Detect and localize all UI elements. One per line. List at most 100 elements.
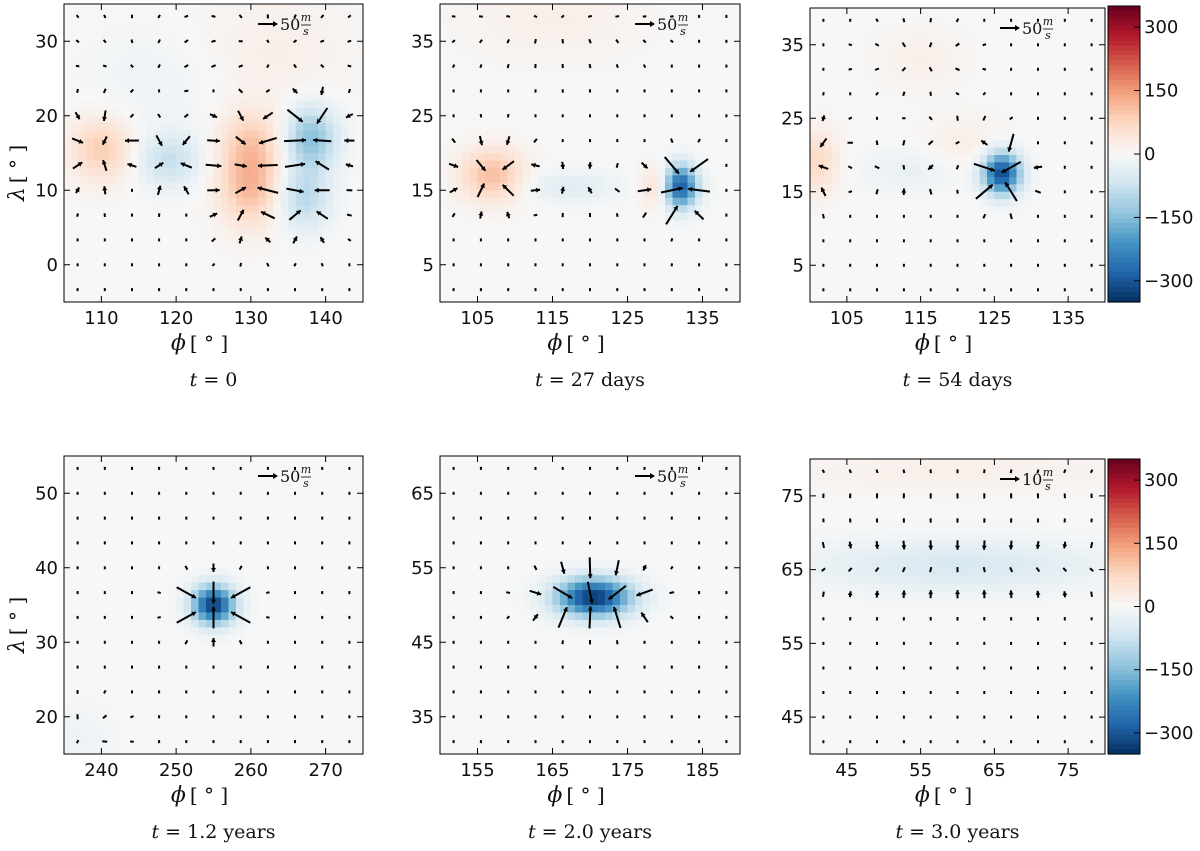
heatmap-cell	[635, 160, 644, 169]
heatmap-cell	[355, 4, 364, 13]
heatmap-cell	[732, 26, 741, 35]
heatmap-cell	[108, 108, 117, 117]
heatmap-cell	[355, 175, 364, 184]
heatmap-cell	[101, 100, 110, 109]
heatmap-cell	[440, 138, 449, 147]
heatmap-cell	[295, 272, 304, 281]
heatmap-cell	[485, 41, 494, 50]
heatmap-cell	[153, 249, 162, 258]
heatmap-cell	[612, 71, 621, 80]
heatmap-cell	[477, 153, 486, 162]
heatmap-cell	[198, 26, 207, 35]
heatmap-cell	[1046, 96, 1054, 105]
heatmap-cell	[1009, 294, 1018, 303]
heatmap-cell	[258, 41, 267, 50]
heatmap-cell	[552, 182, 561, 191]
heatmap-cell	[455, 41, 464, 50]
heatmap-cell	[131, 33, 140, 42]
heatmap-cell	[869, 206, 877, 215]
heatmap-cell	[1001, 213, 1010, 222]
heatmap-cell	[340, 197, 349, 206]
heatmap-cell	[824, 81, 833, 90]
heatmap-cell	[717, 85, 726, 94]
heatmap-cell	[560, 100, 569, 109]
heatmap-cell	[905, 96, 914, 105]
heatmap-cell	[928, 96, 936, 105]
heatmap-cell	[265, 227, 274, 236]
heatmap-cell	[810, 221, 818, 230]
heatmap-cell	[191, 56, 200, 65]
heatmap-cell	[635, 227, 644, 236]
heatmap-cell	[876, 30, 885, 38]
heatmap-cell	[846, 81, 855, 90]
heatmap-cell	[295, 56, 304, 65]
quiver-arrowhead	[506, 211, 511, 217]
heatmap-cell	[447, 138, 456, 147]
heatmap-cell	[635, 182, 644, 191]
heatmap-cell	[228, 26, 237, 35]
heatmap-cell	[1031, 213, 1040, 222]
heatmap-cell	[854, 235, 863, 244]
heatmap-cell	[477, 249, 486, 258]
heatmap-cell	[310, 100, 319, 109]
heatmap-cell	[470, 160, 479, 169]
heatmap-cell	[710, 85, 719, 94]
heatmap-cell	[1046, 110, 1054, 119]
heatmap-cell	[582, 93, 591, 102]
heatmap-cell	[710, 220, 719, 229]
heatmap-cell	[545, 294, 554, 303]
heatmap-cell	[183, 123, 192, 132]
heatmap-cell	[340, 18, 349, 27]
heatmap-cell	[957, 52, 966, 61]
heatmap-cell	[176, 220, 185, 229]
heatmap-cell	[810, 250, 818, 259]
heatmap-cell	[620, 197, 629, 206]
heatmap-cell	[310, 212, 319, 221]
heatmap-cell	[687, 138, 696, 147]
heatmap-cell	[250, 93, 259, 102]
heatmap-cell	[876, 118, 885, 127]
heatmap-cell	[942, 184, 951, 193]
heatmap-cell	[198, 182, 207, 191]
heatmap-cell	[265, 48, 274, 57]
heatmap-cell	[146, 279, 155, 288]
heatmap-cell	[898, 37, 907, 46]
heatmap-cell	[1046, 52, 1054, 61]
heatmap-cell	[288, 182, 297, 191]
heatmap-cell	[455, 153, 464, 162]
heatmap-cell	[258, 279, 267, 288]
heatmap-cell	[597, 63, 606, 72]
heatmap-cell	[191, 257, 200, 266]
heatmap-cell	[920, 213, 929, 222]
heatmap-cell	[994, 44, 1003, 53]
heatmap-cell	[597, 197, 606, 206]
heatmap-cell	[987, 191, 995, 200]
quiver-key-unit-num: m	[678, 11, 688, 24]
heatmap-cell	[500, 264, 509, 273]
heatmap-cell	[116, 123, 125, 132]
quiver-arrowhead	[588, 187, 593, 192]
heatmap-cell	[108, 41, 117, 50]
heatmap-cell	[680, 153, 689, 162]
heatmap-cell	[935, 250, 944, 259]
heatmap-cell	[138, 56, 147, 65]
heatmap-cell	[116, 71, 125, 80]
heatmap-cell	[492, 212, 501, 221]
heatmap-cell	[485, 130, 494, 139]
heatmap-cell	[869, 30, 877, 38]
heatmap-cell	[71, 167, 80, 176]
heatmap-cell	[325, 160, 334, 169]
heatmap-cell	[507, 294, 516, 303]
heatmap-cell	[545, 78, 554, 87]
heatmap-cell	[138, 4, 147, 13]
heatmap-cell	[101, 18, 110, 27]
heatmap-cell	[1046, 257, 1054, 266]
heatmap-cell	[176, 287, 185, 296]
heatmap-cell	[1001, 199, 1010, 208]
heatmap-cell	[994, 30, 1003, 38]
heatmap-cell	[950, 118, 959, 127]
heatmap-cell	[537, 108, 546, 117]
heatmap-cell	[131, 294, 140, 303]
heatmap-cell	[265, 249, 274, 258]
